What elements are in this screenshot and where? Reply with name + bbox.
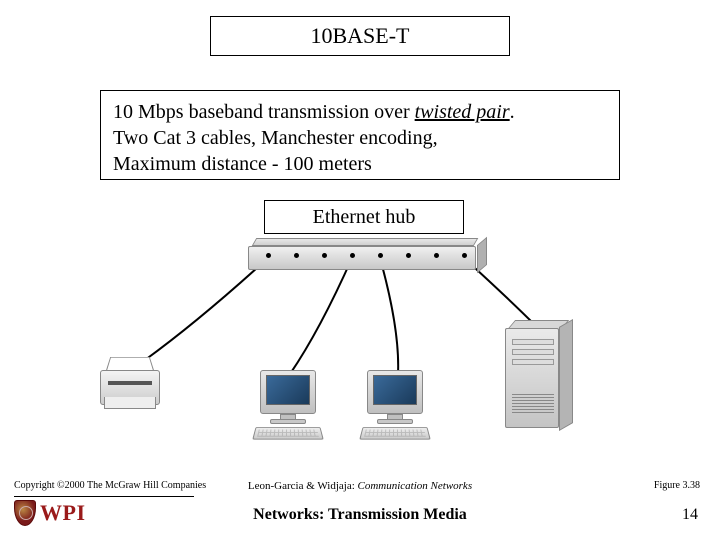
hub-front bbox=[248, 246, 476, 270]
hub-label-text: Ethernet hub bbox=[313, 206, 416, 229]
keyboard bbox=[252, 427, 324, 440]
printer-output bbox=[104, 397, 156, 409]
screen bbox=[266, 375, 310, 405]
monitor bbox=[367, 370, 423, 414]
tower-side bbox=[559, 319, 573, 431]
tower-pc bbox=[505, 320, 577, 430]
hub-port-7 bbox=[434, 253, 439, 258]
ethernet-hub bbox=[248, 238, 482, 272]
hub-port-3 bbox=[322, 253, 327, 258]
hub-port-4 bbox=[350, 253, 355, 258]
monitor-base bbox=[377, 419, 413, 424]
cable-to-computer1 bbox=[290, 258, 352, 374]
keyboard bbox=[359, 427, 431, 440]
tower-vent bbox=[512, 393, 554, 413]
cable-to-printer bbox=[145, 258, 268, 360]
monitor-base bbox=[270, 419, 306, 424]
computer-2 bbox=[355, 370, 435, 440]
hub-top bbox=[252, 238, 479, 246]
hub-port-2 bbox=[294, 253, 299, 258]
printer-slot bbox=[108, 381, 152, 385]
drive-bay-3 bbox=[512, 359, 554, 365]
hub-port-1 bbox=[266, 253, 271, 258]
hub-port-6 bbox=[406, 253, 411, 258]
computer-1 bbox=[248, 370, 328, 440]
drive-bay-1 bbox=[512, 339, 554, 345]
drive-bay-2 bbox=[512, 349, 554, 355]
monitor bbox=[260, 370, 316, 414]
hub-port-8 bbox=[462, 253, 467, 258]
printer bbox=[90, 355, 170, 410]
tower-front bbox=[505, 328, 559, 428]
screen bbox=[373, 375, 417, 405]
hub-label-box: Ethernet hub bbox=[264, 200, 464, 234]
cable-to-computer2 bbox=[380, 258, 398, 374]
hub-port-5 bbox=[378, 253, 383, 258]
